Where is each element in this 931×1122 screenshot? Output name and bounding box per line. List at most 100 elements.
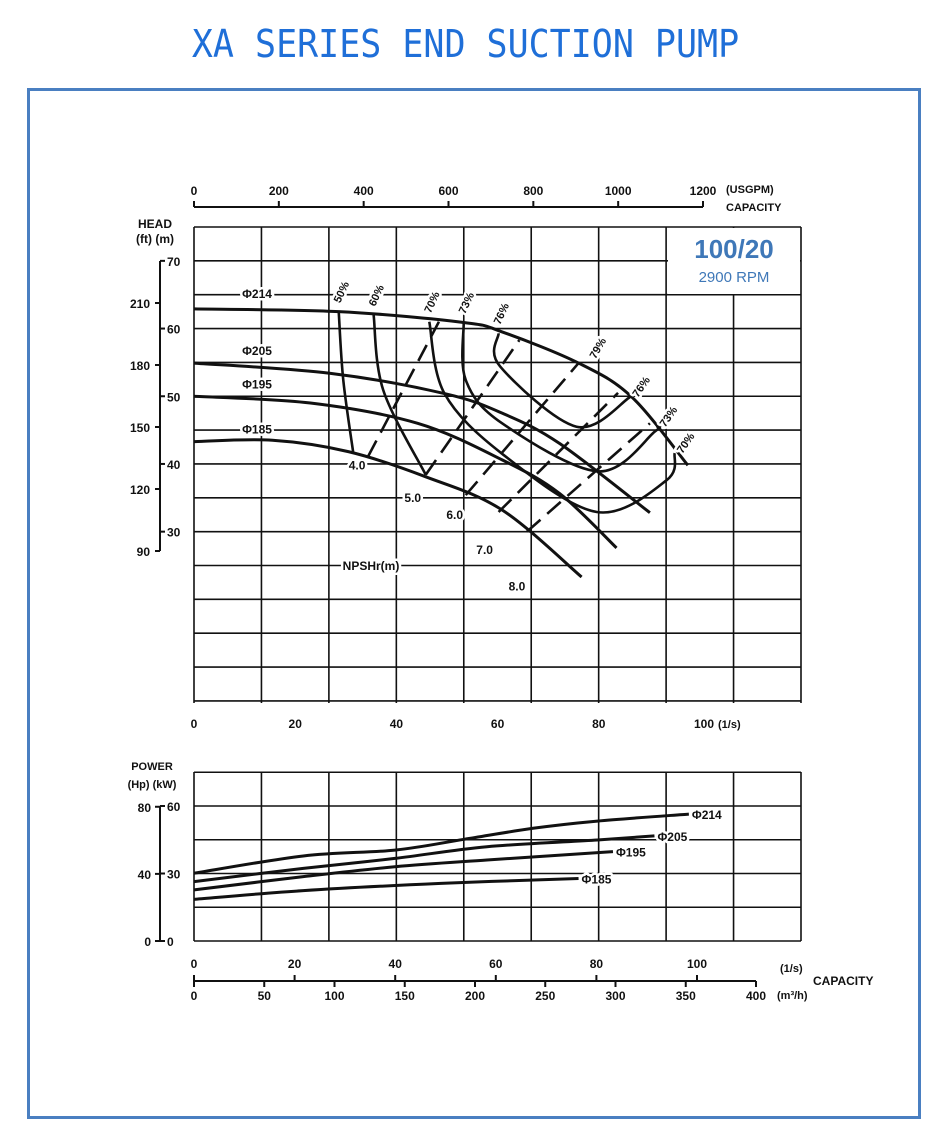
efficiency-curve <box>337 311 355 454</box>
top-axis-tick-label: 800 <box>523 184 543 198</box>
m-tick-label: 40 <box>167 458 181 472</box>
m-tick-label: 30 <box>167 526 181 540</box>
top-axis-tick-label: 1200 <box>690 184 717 198</box>
m3h-tick-label: 250 <box>535 989 555 1003</box>
ls-tick-label: 40 <box>389 957 403 971</box>
npsh-label: 7.0 <box>476 543 493 557</box>
kw-tick-label: 0 <box>167 935 174 949</box>
npsh-label: 5.0 <box>404 491 421 505</box>
top-axis-tick-label: 200 <box>269 184 289 198</box>
ls-tick-label: 0 <box>191 957 198 971</box>
top-axis-tick-label: 600 <box>438 184 458 198</box>
head-curve-label: Φ214 <box>242 287 272 301</box>
x-tick-label: 60 <box>491 717 505 731</box>
head-curve-d214 <box>193 307 690 467</box>
m3h-tick-label: 200 <box>465 989 485 1003</box>
hp-tick-label: 40 <box>138 868 152 882</box>
power-curve-label: Φ214 <box>692 808 722 822</box>
head-curve-label: Φ205 <box>242 344 272 358</box>
npsh-label: 4.0 <box>349 459 366 473</box>
efficiency-curve <box>372 314 427 476</box>
x-tick-label: 20 <box>289 717 303 731</box>
npsh-line <box>464 362 580 496</box>
power-curve-label: Φ195 <box>616 846 646 860</box>
npsh-line <box>424 339 521 476</box>
page-title: XA SERIES END SUCTION PUMP <box>191 22 740 66</box>
chart-marks <box>193 307 690 901</box>
x-axis-unit: (1/s) <box>718 719 741 731</box>
kw-tick-label: 30 <box>167 868 181 882</box>
efficiency-label: 76% <box>492 301 512 326</box>
m-tick-label: 70 <box>167 255 181 269</box>
ls-tick-label: 80 <box>590 957 604 971</box>
m3h-tick-label: 150 <box>395 989 415 1003</box>
ls-tick-label: 20 <box>288 957 302 971</box>
npsh-label: 8.0 <box>509 580 526 594</box>
efficiency-end-label: 70% <box>675 431 698 456</box>
power-axis-units: (Hp) (kW) <box>128 779 177 791</box>
efficiency-label: 60% <box>367 283 387 308</box>
model-box: 100/20 2900 RPM <box>668 228 800 294</box>
ls-unit: (1/s) <box>780 963 803 975</box>
head-curve-d205 <box>193 361 651 514</box>
head-curve-label: Φ185 <box>242 423 272 437</box>
grid <box>155 201 802 987</box>
top-axis-tick-label: 400 <box>354 184 374 198</box>
pump-speed: 2900 RPM <box>699 269 770 286</box>
capacity-label: CAPACITY <box>813 974 873 988</box>
power-curve-d214 <box>193 812 689 875</box>
efficiency-curve <box>461 322 662 473</box>
ft-tick-label: 120 <box>130 483 150 497</box>
m3h-tick-label: 300 <box>605 989 625 1003</box>
m3h-tick-label: 400 <box>746 989 766 1003</box>
efficiency-label: 70% <box>422 290 442 315</box>
m3h-tick-label: 0 <box>191 989 198 1003</box>
power-curve-d195 <box>193 850 614 892</box>
npsh-axis-label: NPSHr(m) <box>343 559 400 573</box>
x-tick-label: 40 <box>390 717 404 731</box>
m3h-unit: (m³/h) <box>777 990 808 1002</box>
x-tick-label: 0 <box>191 717 198 731</box>
head-curve-d185 <box>193 438 583 579</box>
m-tick-label: 60 <box>167 323 181 337</box>
ft-tick-label: 90 <box>137 545 151 559</box>
m3h-tick-label: 100 <box>324 989 344 1003</box>
head-curve-d195 <box>193 394 618 549</box>
efficiency-curve <box>428 321 677 514</box>
efficiency-end-label: 73% <box>658 404 681 429</box>
ls-tick-label: 60 <box>489 957 503 971</box>
top-axis-tick-label: 0 <box>191 184 198 198</box>
npsh-label: 6.0 <box>446 508 463 522</box>
power-curve-d185 <box>193 876 579 901</box>
x-tick-label: 100 <box>694 717 714 731</box>
npsh-line <box>497 391 619 513</box>
top-axis-tick-label: 1000 <box>605 184 632 198</box>
x-tick-label: 80 <box>592 717 606 731</box>
head-curve-label: Φ195 <box>242 377 272 391</box>
efficiency-label: 50% <box>332 280 352 305</box>
efficiency-curve <box>492 333 631 429</box>
power-curve-d205 <box>193 834 655 884</box>
ft-tick-label: 150 <box>130 421 150 435</box>
model-box-bg <box>668 228 800 294</box>
top-axis-unit: (USGPM) <box>726 184 774 196</box>
top-axis-label: CAPACITY <box>726 202 782 214</box>
m3h-tick-label: 50 <box>258 989 272 1003</box>
model-number: 100/20 <box>694 234 774 264</box>
hp-tick-label: 80 <box>138 801 152 815</box>
chart-frame <box>27 88 921 1119</box>
ft-tick-label: 180 <box>130 359 150 373</box>
m3h-tick-label: 350 <box>676 989 696 1003</box>
efficiency-peak-label: 79% <box>588 336 610 361</box>
power-curve-label: Φ185 <box>582 872 612 886</box>
ft-tick-label: 210 <box>130 297 150 311</box>
kw-tick-label: 60 <box>167 800 181 814</box>
y-axis-units: (ft) (m) <box>136 232 174 246</box>
power-axis-title: POWER <box>131 761 173 773</box>
power-curve-label: Φ205 <box>657 830 687 844</box>
hp-tick-label: 0 <box>144 935 151 949</box>
y-axis-title: HEAD <box>138 217 172 231</box>
ls-tick-label: 100 <box>687 957 707 971</box>
m-tick-label: 50 <box>167 390 181 404</box>
